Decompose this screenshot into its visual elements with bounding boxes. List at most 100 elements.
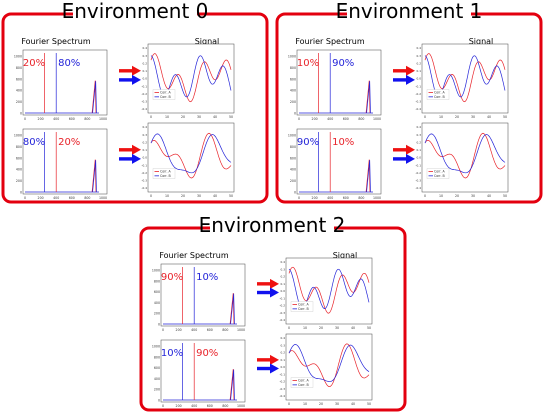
spectrum-xtick-label: 400 [53,196,59,200]
percent-label-right: 10% [332,137,354,148]
spectrum-peak-b [92,81,97,114]
percent-label-right: 20% [58,137,80,148]
blue-arrow [257,290,271,295]
spectrum-xtick-label: 400 [191,328,197,332]
spectrum-ytick-label: 800 [154,355,160,359]
signal-ytick-label: 0.2 [417,140,422,144]
spectrum-peak-a [91,159,97,193]
signal-ytick-label: 0.1 [143,148,148,152]
signal-xtick-label: 20 [319,326,323,330]
red-arrow-head [406,144,415,155]
spectrum-xtick-label: 0 [162,328,164,332]
signal-header: Signal [469,37,494,46]
legend-label-b: Corr. B [298,383,309,387]
signal-ytick-label: -0.4 [416,186,422,190]
signal-curve-a [424,53,506,103]
spectrum-ytick-label: 800 [290,66,296,70]
red-arrow-head [406,65,415,76]
spectrum-ytick-label: 200 [290,100,296,104]
legend-label-a: Corr. A [160,91,171,95]
signal-curve-a [150,132,232,179]
signal-xtick-label: 0 [150,115,152,119]
spectrum-xtick-label: 0 [24,117,26,121]
spectrum-ytick-label: 0 [158,399,160,403]
percent-label-left: 20% [23,58,45,69]
spectrum-xtick-label: 400 [327,196,333,200]
spectrum-ytick-label: 0 [158,323,160,327]
spectrum-ytick-label: 1000 [288,55,296,59]
spectrum-xtick-label: 600 [207,404,213,408]
signal-ytick-label: 0.0 [281,365,286,369]
blue-arrow-head [270,363,279,374]
red-arrow [119,69,133,73]
spectrum-ytick-label: 0 [20,191,22,195]
blue-arrow-head [132,74,141,85]
red-arrow [393,148,407,152]
red-arrow-head [270,278,279,289]
signal-curve-b [288,344,370,383]
signal-xtick-label: 30 [197,194,201,198]
signal-plot-frame [421,43,509,114]
signal-curve-a [424,132,506,179]
signal-xtick-label: 50 [367,402,371,406]
signal-curve-a [288,266,370,314]
signal-ytick-label: 0.2 [143,61,148,65]
spectrum-xtick-label: 0 [298,117,300,121]
spectrum-xtick-label: 1000 [99,117,107,121]
environment-title-backdrop [210,213,334,233]
spectrum-ytick-label: 400 [290,168,296,172]
spectrum-xtick-label: 1000 [373,117,381,121]
signal-ytick-label: -0.4 [416,107,422,111]
signal-ytick-label: -0.1 [416,163,422,167]
signal-ytick-label: -0.3 [280,311,286,315]
spectrum-xtick-label: 200 [176,404,182,408]
spectrum-xtick-label: 400 [327,117,333,121]
signal-xtick-label: 30 [471,194,475,198]
spectrum-ytick-label: 800 [16,66,22,70]
signal-ytick-label: 0.4 [143,46,148,50]
blue-arrow [119,157,133,161]
spectrum-peak-b [230,369,235,401]
spectrum-ytick-label: 800 [154,279,160,283]
signal-ytick-label: -0.2 [142,171,148,175]
signal-ytick-label: 0.3 [417,133,422,137]
spectrum-xtick-label: 400 [191,404,197,408]
percent-label-right: 90% [196,348,218,359]
spectrum-xtick-label: 600 [69,117,75,121]
signal-ytick-label: 0.2 [281,275,286,279]
signal-ytick-label: 0.3 [417,54,422,58]
signal-ytick-label: 0.2 [281,351,286,355]
legend-label-a: Corr. A [434,170,445,174]
signal-xtick-label: 0 [288,326,290,330]
spectrum-xtick-label: 600 [343,117,349,121]
signal-plot-frame [421,122,509,193]
spectrum-xtick-label: 1000 [237,404,245,408]
legend-label-b: Corr. B [160,95,171,99]
environment-title: Environment 1 [336,0,483,23]
signal-xtick-label: 50 [229,115,233,119]
signal-legend [426,89,450,100]
signal-ytick-label: -0.3 [280,387,286,391]
spectrum-xtick-label: 600 [207,328,213,332]
signal-xtick-label: 0 [424,115,426,119]
legend-label-b: Corr. B [434,95,445,99]
red-arrow-head [132,65,141,76]
spectrum-ytick-label: 400 [290,89,296,93]
percent-label-right: 10% [196,272,218,283]
signal-ytick-label: -0.3 [142,179,148,183]
spectrum-ytick-label: 0 [294,191,296,195]
signal-ytick-label: -0.3 [142,100,148,104]
signal-xtick-label: 40 [351,402,355,406]
spectrum-xtick-label: 600 [343,196,349,200]
red-arrow [257,282,271,286]
signal-xtick-label: 10 [165,115,169,119]
signal-xtick-label: 10 [439,194,443,198]
signal-ytick-label: -0.1 [142,84,148,88]
signal-legend [290,301,314,312]
signal-ytick-label: 0.1 [281,358,286,362]
spectrum-ytick-label: 600 [290,156,296,160]
percent-label-right: 80% [58,58,80,69]
spectrum-xtick-label: 1000 [99,196,107,200]
spectrum-peak-a [91,80,97,114]
